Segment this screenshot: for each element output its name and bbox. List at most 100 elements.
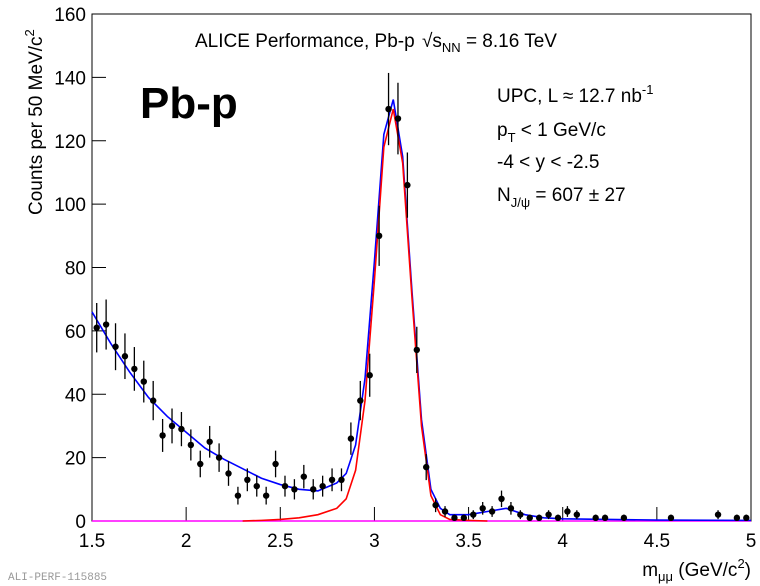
fit-curve [91, 99, 752, 522]
annotation-text: N [497, 185, 511, 206]
data-point [131, 365, 138, 373]
data-point [733, 514, 741, 522]
data-point [338, 476, 345, 484]
data-point [441, 508, 449, 515]
data-point [404, 181, 411, 189]
annotation-text: p [497, 120, 508, 141]
data-point [517, 511, 524, 518]
data-point [93, 324, 100, 331]
x-tick-label: 2.5 [267, 531, 293, 552]
data-point [526, 514, 533, 522]
x-label-text: (GeV/c [673, 560, 737, 581]
data-point [601, 514, 609, 522]
chart-title: ALICE Performance, Pb-p √sNN = 8.16 TeV [195, 31, 557, 57]
annotation-sub: J/ψ [511, 195, 530, 210]
annotation-text: UPC, L ≈ 12.7 nb [497, 86, 642, 107]
data-point [357, 397, 364, 404]
data-point [149, 397, 157, 404]
annotation: pT < 1 GeV/c [497, 120, 606, 145]
title-energy: = 8.16 TeV [466, 31, 557, 52]
data-point [554, 514, 562, 522]
x-tick-label: 3 [369, 531, 380, 552]
data-point [714, 511, 722, 518]
data-point [328, 476, 336, 484]
x-tick-label: 3.5 [455, 531, 481, 552]
data-point [291, 486, 298, 493]
title-sqrt: √s [422, 31, 442, 52]
annotation-text: < 1 GeV/c [516, 120, 606, 141]
y-tick-label: 60 [65, 322, 86, 343]
x-axis-label: mμμ (GeV/c2) [642, 556, 751, 584]
data-point [215, 454, 223, 461]
annotation: -4 < y < -2.5 [497, 152, 599, 173]
data-point [102, 321, 110, 328]
watermark: ALI-PERF-115885 [8, 572, 107, 584]
data-point [178, 425, 185, 433]
data-point [140, 378, 147, 385]
data-point [159, 432, 166, 439]
x-label-text: m [642, 560, 658, 581]
data-point [262, 492, 270, 499]
data-point [564, 508, 571, 515]
data-point [168, 422, 176, 430]
annotation-sup: -1 [642, 82, 654, 97]
y-label-sup: 2 [22, 29, 37, 36]
data-point [545, 511, 552, 518]
data-point [187, 441, 195, 449]
data-point [281, 482, 289, 490]
data-point [592, 514, 599, 522]
data-point [112, 343, 119, 350]
y-tick-label: 100 [54, 195, 86, 216]
y-tick-label: 80 [65, 259, 86, 280]
data-point [385, 105, 392, 113]
x-label-text: ) [745, 560, 751, 581]
data-point [234, 492, 242, 499]
data-point [498, 495, 505, 503]
data-point [413, 346, 420, 354]
y-tick-label: 40 [65, 385, 86, 406]
data-point [460, 514, 468, 522]
x-tick-label: 1.5 [79, 531, 105, 552]
data-point [743, 514, 750, 522]
annotation-sub: T [508, 130, 516, 145]
data-point [470, 511, 477, 518]
x-tick-label: 2 [181, 531, 192, 552]
data-point [347, 435, 355, 442]
title-sub: NN [442, 40, 461, 55]
x-label-sub: μμ [658, 569, 673, 584]
y-tick-label: 0 [75, 512, 86, 533]
annotation-text: = 607 ± 27 [530, 185, 625, 206]
fit-curve [242, 108, 488, 522]
data-point [253, 482, 260, 490]
data-point [225, 470, 232, 477]
data-point [319, 482, 326, 490]
data-point [488, 508, 496, 515]
x-tick-label: 5 [746, 531, 757, 552]
annotation: UPC, L ≈ 12.7 nb-1 [497, 82, 653, 107]
data-point [479, 505, 486, 512]
data-point [121, 353, 129, 360]
data-point [423, 463, 430, 471]
title-text: ALICE Performance, Pb-p [195, 31, 415, 52]
data-point [375, 232, 383, 240]
y-axis-label: Counts per 50 MeV/c2 [22, 29, 47, 215]
data-point [206, 438, 213, 445]
x-tick-label: 4.5 [644, 531, 670, 552]
data-point [535, 514, 543, 522]
data-point [310, 486, 317, 493]
y-label-text: Counts per 50 MeV/c [26, 37, 47, 215]
y-tick-label: 20 [65, 449, 86, 470]
data-point [451, 514, 458, 522]
data-point [507, 505, 515, 512]
data-point [197, 460, 204, 468]
data-point [366, 372, 373, 379]
y-tick-label: 120 [54, 132, 86, 153]
data-point [573, 511, 581, 518]
annotation: NJ/ψ = 607 ± 27 [497, 185, 626, 210]
data-point [394, 115, 402, 122]
data-point [272, 460, 279, 468]
data-point [300, 473, 308, 480]
x-tick-label: 4 [557, 531, 568, 552]
system-label: Pb-p [140, 79, 238, 128]
